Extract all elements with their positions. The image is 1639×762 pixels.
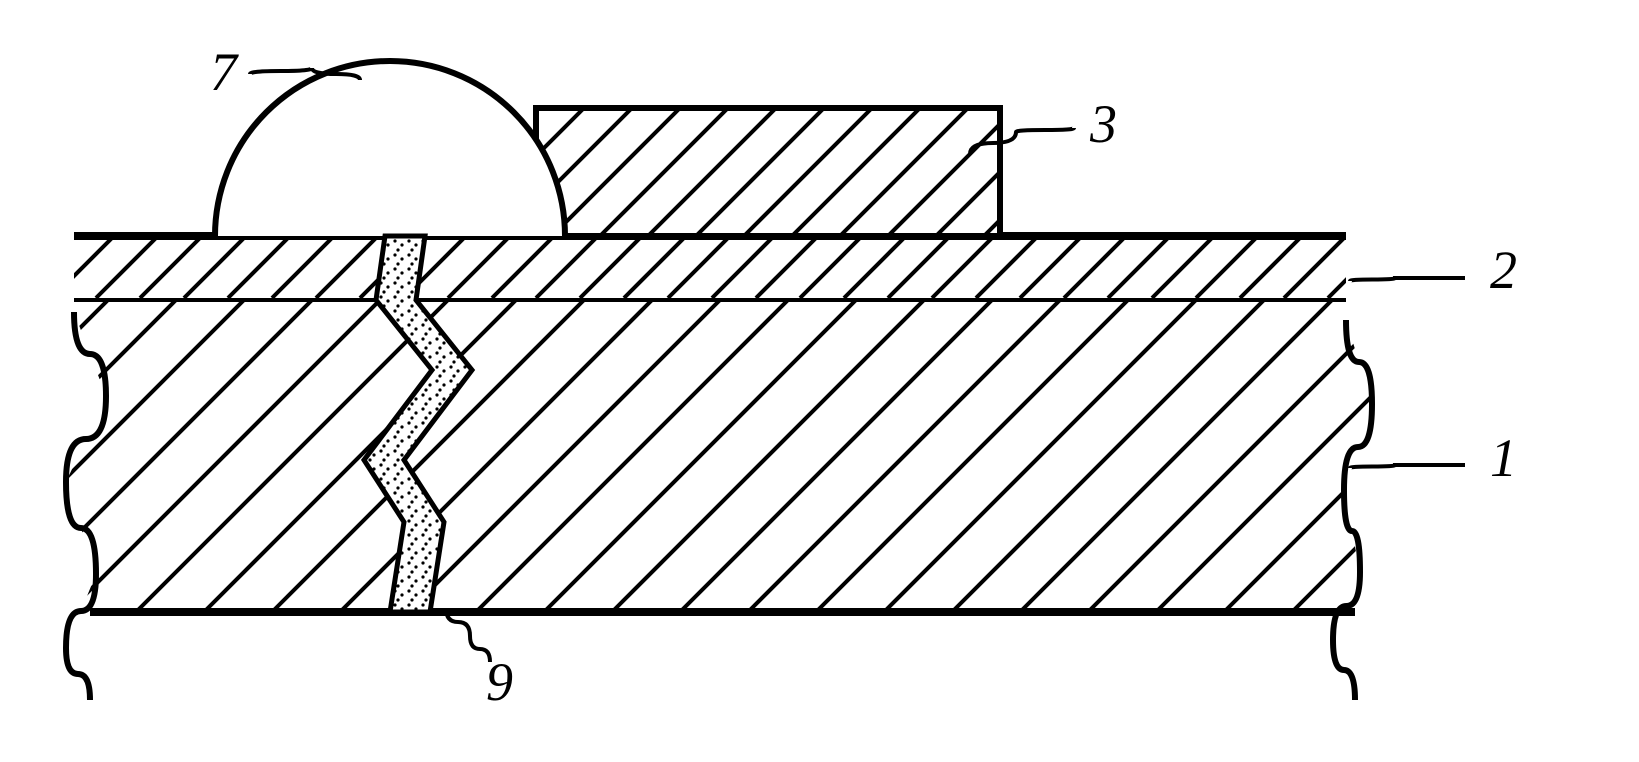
label-substrate: 1 <box>1490 428 1517 488</box>
leader-middle_layer <box>1350 278 1465 281</box>
label-dome: 7 <box>210 42 239 102</box>
label-top_block: 3 <box>1089 94 1117 154</box>
leader-substrate <box>1350 465 1465 468</box>
middle-layer <box>0 236 1478 298</box>
label-middle_layer: 2 <box>1490 240 1517 300</box>
top-block <box>0 108 1256 236</box>
dome <box>215 61 565 236</box>
substrate-layer <box>0 298 1639 700</box>
label-crack: 9 <box>486 652 513 712</box>
leader-crack <box>446 608 490 662</box>
